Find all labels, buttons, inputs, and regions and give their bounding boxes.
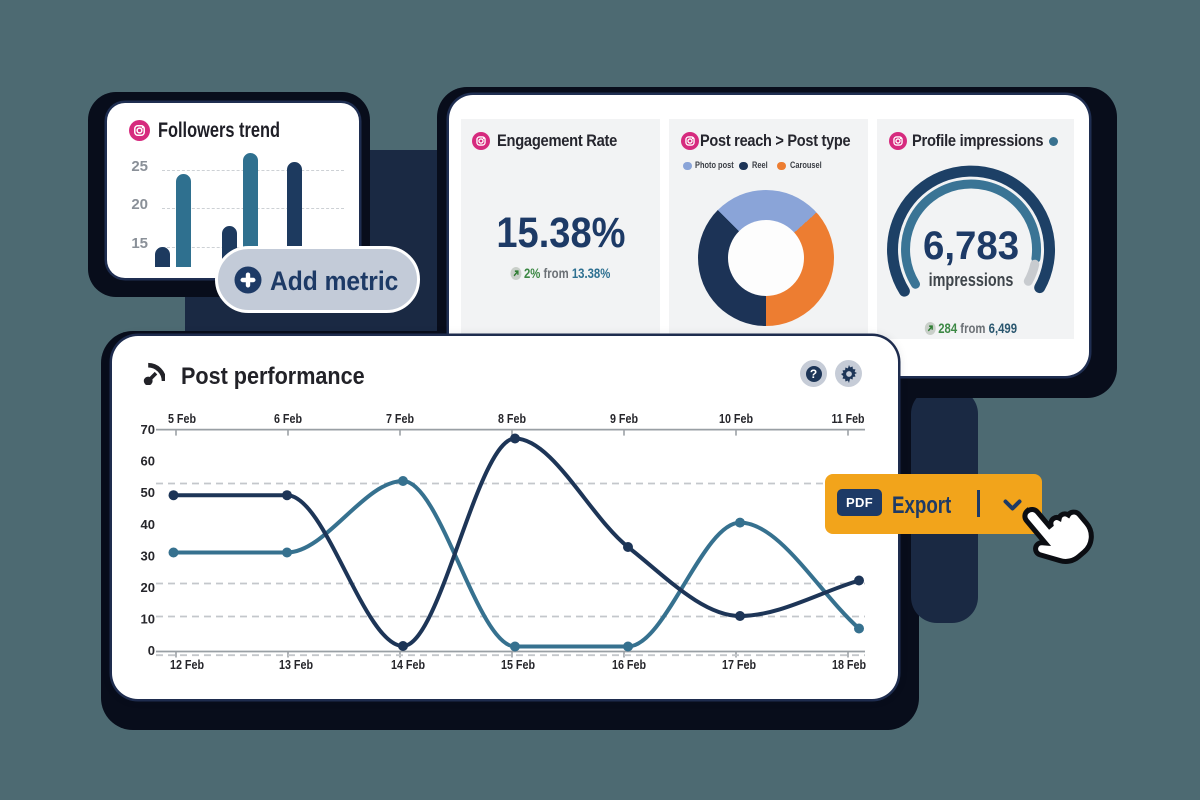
svg-text:5 Feb: 5 Feb [168,411,196,426]
svg-text:16 Feb: 16 Feb [612,657,646,672]
svg-text:70: 70 [141,422,155,437]
svg-text:20: 20 [141,580,155,595]
svg-text:15 Feb: 15 Feb [501,657,535,672]
svg-text:10: 10 [141,611,155,626]
svg-text:50: 50 [141,485,155,500]
svg-text:18 Feb: 18 Feb [832,657,866,672]
svg-text:7 Feb: 7 Feb [386,411,414,426]
svg-text:9 Feb: 9 Feb [610,411,638,426]
svg-text:40: 40 [141,517,155,532]
svg-text:11 Feb: 11 Feb [832,411,865,426]
svg-text:60: 60 [141,454,155,469]
svg-text:10 Feb: 10 Feb [719,411,753,426]
svg-text:14 Feb: 14 Feb [391,657,425,672]
svg-text:6 Feb: 6 Feb [274,411,302,426]
svg-text:8 Feb: 8 Feb [498,411,526,426]
svg-text:12 Feb: 12 Feb [170,657,204,672]
svg-text:17 Feb: 17 Feb [722,657,756,672]
svg-text:13 Feb: 13 Feb [279,657,313,672]
svg-text:30: 30 [141,548,155,563]
svg-text:0: 0 [148,643,155,658]
